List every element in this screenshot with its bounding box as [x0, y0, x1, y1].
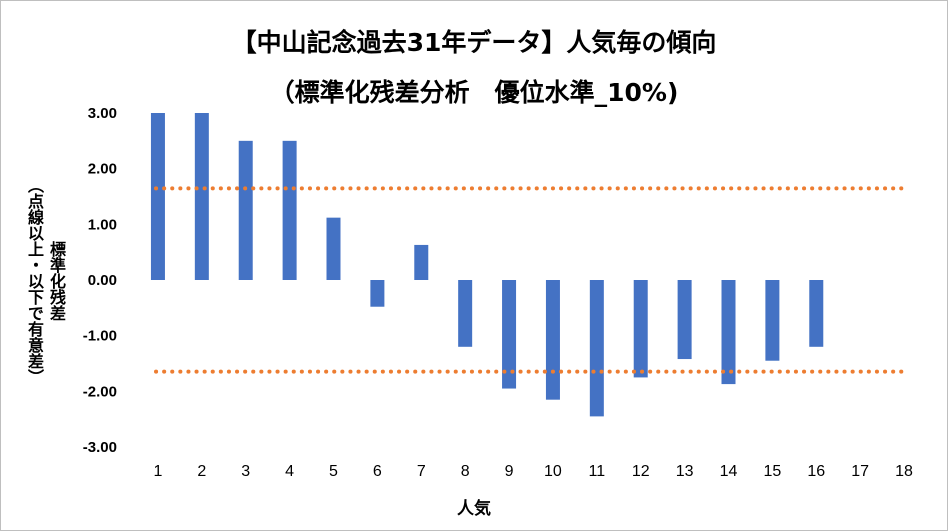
y-tick-label: 1.00	[88, 216, 117, 233]
bar	[194, 113, 209, 280]
x-tick-label: 1	[153, 463, 162, 480]
x-tick-label: 12	[632, 463, 650, 480]
y-axis-label: 標準化残差 （点線以上・以下で有意差）	[25, 177, 66, 385]
x-tick-label: 16	[807, 463, 825, 480]
bar	[326, 217, 341, 280]
bar	[765, 280, 780, 361]
x-tick-label: 8	[461, 463, 470, 480]
bar	[370, 280, 385, 307]
bar	[414, 244, 429, 280]
bar	[633, 280, 648, 378]
x-tick-label: 9	[505, 463, 514, 480]
x-tick-label: 6	[373, 463, 382, 480]
x-tick-label: 4	[285, 463, 294, 480]
bar	[282, 140, 297, 280]
x-tick-label: 5	[329, 463, 338, 480]
x-tick-label: 18	[895, 463, 913, 480]
chart-subtitle: （標準化残差分析 優位水準_10%)	[269, 78, 679, 107]
x-tick-label: 10	[544, 463, 562, 480]
y-tick-label: -2.00	[83, 383, 117, 400]
bar	[545, 280, 560, 400]
x-tick-label: 13	[676, 463, 694, 480]
x-tick-label: 3	[241, 463, 250, 480]
y-tick-label: -1.00	[83, 328, 117, 345]
x-tick-label: 14	[720, 463, 738, 480]
y-tick-label: -3.00	[83, 439, 117, 456]
bar	[238, 140, 253, 280]
bar	[589, 280, 604, 417]
x-tick-label: 15	[763, 463, 781, 480]
bar	[721, 280, 736, 385]
x-tick-label: 11	[589, 463, 606, 480]
chart-title: 【中山記念過去31年データ】人気毎の傾向	[231, 28, 717, 57]
bar	[502, 280, 517, 389]
x-tick-label: 7	[417, 463, 426, 480]
y-tick-label: 0.00	[88, 272, 117, 289]
x-axis-label: 人気	[457, 499, 491, 519]
bar	[677, 280, 692, 360]
bar	[809, 280, 824, 347]
bar	[458, 280, 473, 347]
y-tick-label: 3.00	[88, 105, 117, 122]
y-tick-label: 2.00	[88, 161, 117, 178]
x-tick-label: 17	[851, 463, 869, 480]
x-tick-label: 2	[197, 463, 206, 480]
bar	[150, 113, 165, 280]
